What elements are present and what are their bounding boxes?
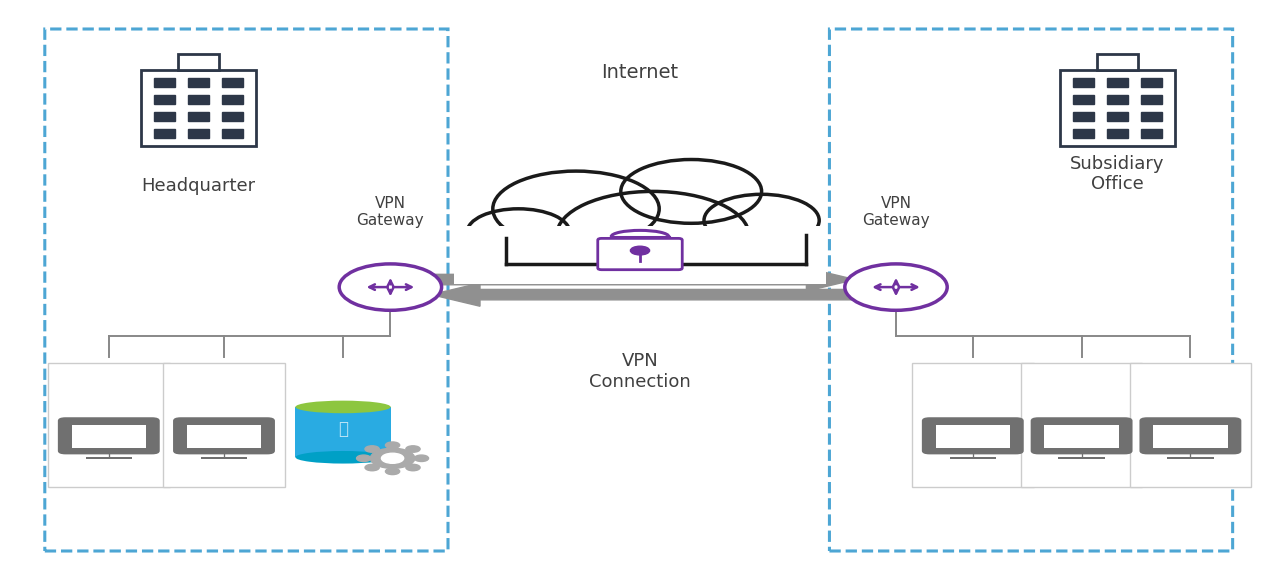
FancyBboxPatch shape (1139, 417, 1242, 454)
Circle shape (493, 171, 659, 246)
Circle shape (704, 194, 819, 246)
FancyBboxPatch shape (922, 417, 1024, 454)
Circle shape (557, 191, 749, 278)
FancyBboxPatch shape (188, 129, 209, 138)
FancyBboxPatch shape (86, 457, 132, 459)
FancyBboxPatch shape (58, 417, 160, 454)
FancyBboxPatch shape (1097, 55, 1138, 70)
FancyBboxPatch shape (178, 55, 219, 70)
Circle shape (385, 442, 399, 448)
Circle shape (357, 455, 371, 462)
FancyBboxPatch shape (507, 229, 805, 263)
Circle shape (365, 446, 379, 452)
FancyBboxPatch shape (598, 238, 682, 270)
FancyBboxPatch shape (454, 226, 826, 284)
FancyBboxPatch shape (154, 112, 175, 121)
FancyBboxPatch shape (188, 95, 209, 104)
FancyArrow shape (431, 283, 855, 306)
Ellipse shape (296, 451, 390, 463)
FancyBboxPatch shape (1073, 112, 1094, 121)
Circle shape (630, 246, 650, 255)
FancyBboxPatch shape (154, 95, 175, 104)
Text: VPN
Gateway: VPN Gateway (863, 195, 929, 228)
Circle shape (621, 160, 762, 223)
FancyBboxPatch shape (1073, 129, 1094, 138)
Text: VPN
Connection: VPN Connection (589, 352, 691, 390)
Text: Internet: Internet (602, 63, 678, 82)
FancyBboxPatch shape (187, 425, 261, 448)
FancyBboxPatch shape (1140, 78, 1162, 87)
FancyBboxPatch shape (1107, 78, 1128, 87)
Circle shape (339, 264, 442, 310)
FancyBboxPatch shape (164, 362, 285, 487)
FancyBboxPatch shape (45, 29, 448, 551)
Circle shape (381, 453, 403, 463)
FancyBboxPatch shape (911, 362, 1034, 487)
FancyBboxPatch shape (1167, 457, 1213, 459)
Circle shape (365, 465, 379, 471)
FancyBboxPatch shape (221, 78, 243, 87)
Text: Subsidiary
Office: Subsidiary Office (1070, 155, 1165, 193)
Text: 🐘: 🐘 (338, 419, 348, 437)
FancyBboxPatch shape (188, 78, 209, 87)
FancyBboxPatch shape (936, 425, 1010, 448)
FancyBboxPatch shape (72, 425, 146, 448)
FancyBboxPatch shape (950, 457, 996, 459)
FancyArrow shape (431, 268, 855, 291)
FancyBboxPatch shape (1073, 78, 1094, 87)
FancyBboxPatch shape (1107, 129, 1128, 138)
FancyBboxPatch shape (1073, 95, 1094, 104)
FancyBboxPatch shape (49, 362, 170, 487)
Text: Headquarter: Headquarter (141, 176, 256, 195)
Circle shape (370, 448, 415, 468)
Circle shape (467, 209, 570, 255)
FancyBboxPatch shape (1107, 112, 1128, 121)
FancyBboxPatch shape (1060, 70, 1175, 146)
FancyBboxPatch shape (1140, 112, 1162, 121)
Circle shape (406, 446, 420, 452)
FancyBboxPatch shape (221, 129, 243, 138)
FancyBboxPatch shape (154, 78, 175, 87)
FancyBboxPatch shape (1021, 362, 1142, 487)
FancyBboxPatch shape (188, 112, 209, 121)
Circle shape (406, 465, 420, 471)
FancyBboxPatch shape (296, 407, 390, 457)
Ellipse shape (296, 401, 390, 413)
FancyBboxPatch shape (221, 112, 243, 121)
Circle shape (415, 455, 429, 462)
FancyBboxPatch shape (1140, 95, 1162, 104)
FancyBboxPatch shape (201, 457, 247, 459)
FancyBboxPatch shape (141, 70, 256, 146)
FancyBboxPatch shape (1140, 129, 1162, 138)
FancyBboxPatch shape (1030, 417, 1133, 454)
FancyBboxPatch shape (1059, 457, 1105, 459)
FancyBboxPatch shape (829, 29, 1233, 551)
FancyBboxPatch shape (173, 417, 275, 454)
Circle shape (845, 264, 947, 310)
FancyBboxPatch shape (154, 129, 175, 138)
Circle shape (385, 468, 399, 474)
FancyBboxPatch shape (1153, 425, 1228, 448)
FancyBboxPatch shape (1107, 95, 1128, 104)
FancyBboxPatch shape (1044, 425, 1119, 448)
Text: VPN
Gateway: VPN Gateway (357, 195, 424, 228)
FancyBboxPatch shape (1130, 362, 1252, 487)
FancyBboxPatch shape (221, 95, 243, 104)
